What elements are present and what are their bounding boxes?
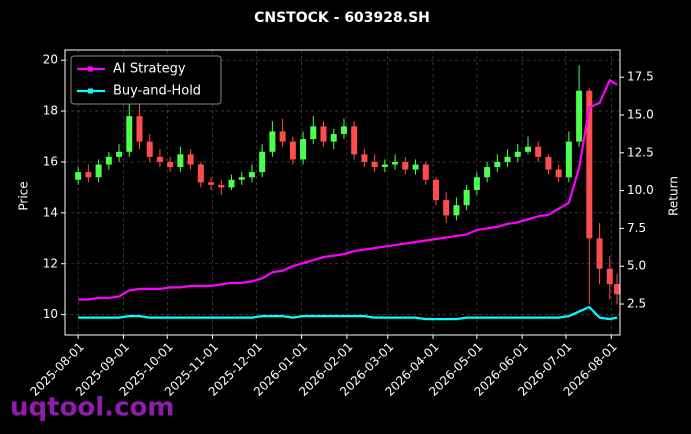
- candle-body: [576, 90, 583, 142]
- candle-body: [565, 141, 572, 178]
- candle-body: [95, 164, 102, 178]
- candle-body: [402, 161, 409, 170]
- candle-body: [484, 167, 491, 178]
- candle-body: [586, 90, 593, 239]
- candle-body: [535, 146, 542, 157]
- candle-body: [330, 133, 337, 142]
- y-tick-label: 12: [43, 256, 58, 270]
- return-line: [78, 78, 618, 301]
- y-tick-label: 20: [43, 53, 58, 67]
- chart-title: CNSTOCK - 603928.SH: [254, 10, 430, 26]
- y2-tick-label: 2.5: [627, 297, 646, 311]
- candle-body: [494, 161, 501, 168]
- candle-body: [361, 154, 368, 162]
- candle-body: [555, 169, 562, 178]
- candle-body: [269, 131, 276, 152]
- candle-body: [126, 116, 133, 152]
- candle-body: [259, 151, 266, 173]
- candle-body: [208, 182, 215, 185]
- candle-body: [197, 164, 204, 183]
- legend-label: Buy-and-Hold: [113, 84, 201, 99]
- plot-frame: [64, 49, 621, 336]
- candle-body: [351, 126, 358, 155]
- candle-body: [596, 238, 603, 269]
- candle-body: [289, 141, 296, 160]
- candle-body: [422, 164, 429, 180]
- y-tick-label: 18: [43, 104, 58, 118]
- candle-body: [381, 164, 388, 168]
- candle-body: [300, 139, 307, 160]
- candle-body: [75, 172, 82, 180]
- candle-body: [463, 189, 470, 206]
- candle-body: [340, 126, 347, 134]
- candle-body: [432, 179, 439, 201]
- y-axis-label: Price: [17, 181, 31, 210]
- y2-tick-label: 12.5: [627, 145, 654, 159]
- y-tick-label: 16: [43, 154, 58, 168]
- candle-body: [310, 126, 317, 140]
- candle-body: [167, 161, 174, 168]
- candle-body: [614, 284, 621, 295]
- candle-body: [392, 161, 399, 165]
- candle-body: [453, 205, 460, 216]
- candle-body: [524, 146, 531, 152]
- y2-tick-label: 17.5: [627, 70, 654, 84]
- candle-body: [177, 154, 184, 168]
- y-tick-label: 10: [43, 307, 58, 321]
- candle-body: [371, 161, 378, 168]
- y-tick-label: 14: [43, 205, 58, 219]
- legend-marker: [88, 66, 93, 72]
- candle-body: [136, 116, 143, 142]
- return-line: [78, 305, 618, 321]
- candle-body: [443, 200, 450, 216]
- candle-body: [248, 172, 255, 178]
- candle-body: [412, 164, 419, 170]
- candle-body: [146, 141, 153, 157]
- watermark: uqtool.com: [10, 393, 174, 423]
- candle-body: [504, 156, 511, 162]
- y2-axis-label: Return: [667, 176, 681, 216]
- candle-body: [473, 177, 480, 190]
- legend-label: AI Strategy: [113, 62, 186, 77]
- candle-body: [85, 172, 92, 178]
- legend-marker: [88, 88, 93, 94]
- candle-body: [279, 131, 286, 142]
- candle-body: [187, 154, 194, 165]
- candle-body: [116, 151, 123, 157]
- y2-tick-label: 7.5: [627, 221, 646, 235]
- candle-body: [320, 126, 327, 142]
- candle-body: [545, 156, 552, 170]
- candle-body: [514, 151, 521, 157]
- y2-tick-label: 10.0: [627, 183, 654, 197]
- legend-box: [70, 55, 222, 105]
- candle-body: [156, 156, 163, 162]
- candle-body: [218, 184, 225, 188]
- candle-body: [105, 156, 112, 165]
- candle-body: [606, 268, 613, 285]
- y2-tick-label: 15.0: [627, 108, 654, 122]
- y2-tick-label: 5.0: [627, 259, 646, 273]
- candle-body: [228, 179, 235, 188]
- candle-body: [238, 177, 245, 180]
